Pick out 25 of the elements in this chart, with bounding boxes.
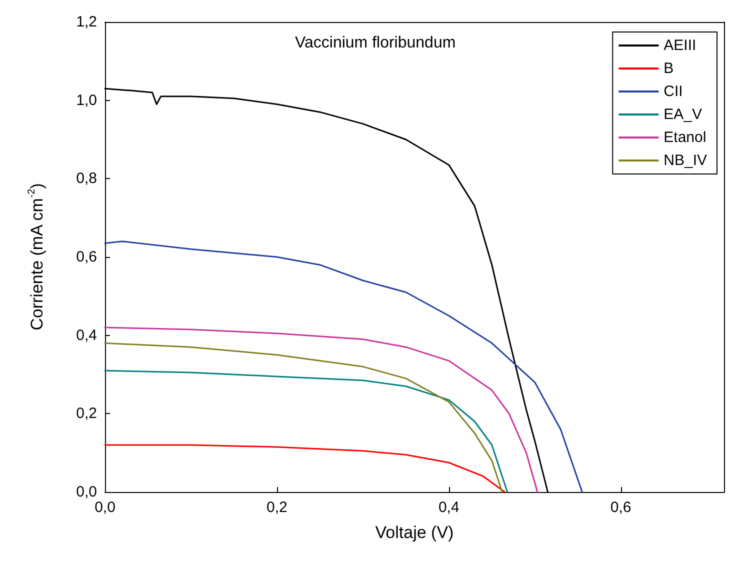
legend-label: Etanol (664, 129, 706, 146)
legend-label: CII (664, 83, 683, 100)
legend-label: NB_IV (664, 152, 708, 169)
x-tick-label: 0,4 (438, 499, 460, 516)
line-series (104, 326, 538, 493)
line-series (104, 444, 506, 493)
y-tick-label: 0,4 (76, 326, 97, 344)
y-tick-label: 1,2 (76, 14, 97, 30)
y-tick-label: 0,8 (76, 170, 97, 188)
line-series (104, 370, 508, 493)
x-axis-title: Voltaje (V) (375, 523, 454, 542)
line-series (104, 342, 503, 493)
text: Vaccinium floribundum (295, 34, 456, 52)
x-tick-label: 0,6 (610, 499, 632, 516)
y-tick-label: 0,2 (76, 405, 97, 422)
legend-label: B (664, 60, 674, 77)
x-tick-label: 0,0 (94, 499, 116, 516)
y-tick-label: 0,0 (76, 484, 97, 500)
x-tick-label: 0,2 (266, 499, 288, 516)
legend-label: AEIII (664, 37, 696, 54)
y-tick-label: 0,6 (76, 248, 97, 266)
y-axis-title: Corriente (mA cm-2) (26, 183, 46, 330)
y-tick-label: 1,0 (76, 92, 97, 109)
legend-label: EA_V (664, 106, 702, 123)
line-series (104, 240, 583, 493)
